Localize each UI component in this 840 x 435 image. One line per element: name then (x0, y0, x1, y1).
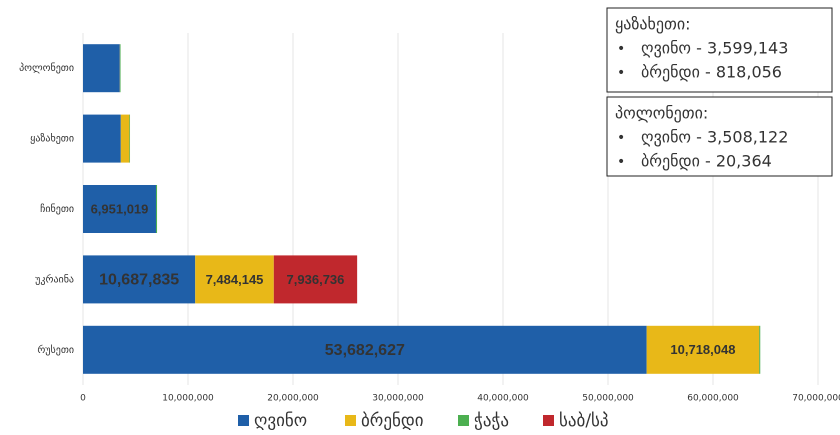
bar-segment (83, 185, 156, 233)
annotation-bullet: • (617, 41, 625, 57)
data-label: 7,936,736 (287, 272, 345, 287)
data-label: 53,682,627 (325, 342, 405, 359)
annotation-item: ბრენდი - 20,364 (641, 152, 772, 171)
annotation-item: ღვინო - 3,599,143 (641, 39, 788, 58)
annotation-box (606, 96, 833, 177)
y-tick-label: ყაზახეთი (30, 133, 74, 145)
annotation-title: პოლონეთი: (615, 104, 708, 123)
bar-segment (129, 114, 131, 163)
data-label: 6,951,019 (91, 201, 149, 216)
legend-swatch (543, 415, 554, 426)
annotation-box (606, 7, 833, 93)
bar-segment (83, 325, 647, 374)
bar-segment (759, 325, 761, 374)
data-label: 7,484,145 (206, 272, 264, 287)
bar-segment (155, 185, 158, 233)
annotation-title: ყაზახეთი: (615, 15, 691, 34)
bar-segment (83, 114, 121, 163)
bar-segment (120, 114, 130, 163)
y-tick-label: ჩინეთი (40, 203, 74, 215)
data-label: 10,687,835 (99, 272, 179, 289)
x-tick-label: 70,000,000 (792, 394, 840, 404)
y-tick-label: უკრაინა (35, 273, 74, 285)
x-tick-label: 60,000,000 (687, 394, 739, 404)
bar-segment (646, 325, 760, 374)
annotation-bullet: • (617, 130, 625, 146)
x-tick-label: 40,000,000 (477, 394, 529, 404)
annotation-item: ღვინო - 3,508,122 (641, 128, 788, 147)
x-tick-label: 50,000,000 (582, 394, 634, 404)
legend-swatch (345, 415, 356, 426)
data-label: 10,718,048 (670, 342, 735, 357)
legend-label: ღვინო (254, 411, 307, 431)
legend-label: საბ/სპ (559, 411, 609, 431)
legend-swatch (458, 415, 469, 426)
y-tick-label: რუსეთი (37, 344, 74, 356)
annotation-item: ბრენდი - 818,056 (641, 63, 782, 82)
bar-segment (273, 255, 358, 304)
bar-segment (195, 255, 274, 304)
annotation-bullet: • (617, 154, 625, 170)
bar-segment (83, 44, 120, 93)
bar-segment (120, 44, 121, 93)
x-tick-label: 0 (80, 394, 86, 404)
y-tick-label: პოლონეთი (19, 62, 74, 74)
legend-label: ბრენდი (361, 411, 424, 431)
x-tick-label: 10,000,000 (162, 394, 214, 404)
bar-segment (83, 255, 196, 304)
legend-swatch (238, 415, 249, 426)
legend-label: ჭაჭა (474, 411, 509, 431)
annotation-bullet: • (617, 65, 625, 81)
x-tick-label: 30,000,000 (372, 394, 424, 404)
x-tick-label: 20,000,000 (267, 394, 319, 404)
